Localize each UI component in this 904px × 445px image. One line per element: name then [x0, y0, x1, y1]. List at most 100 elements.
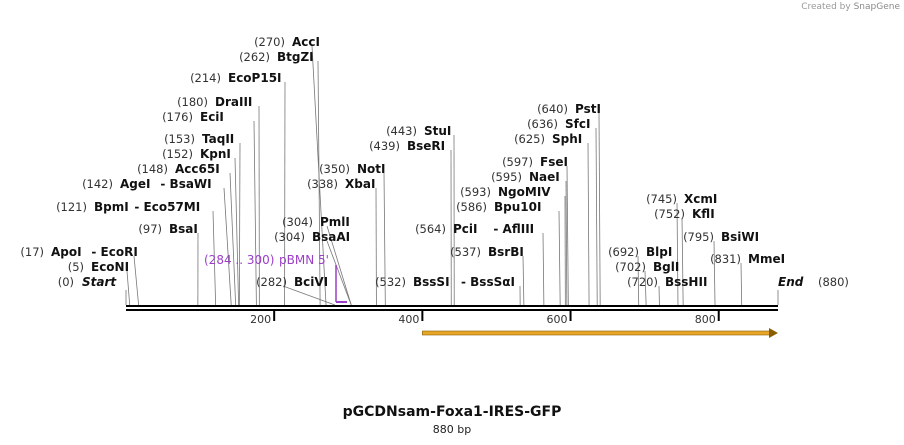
feature-arrow-head [769, 328, 778, 338]
site-label-acc65i: (148) Acc65I [137, 162, 220, 176]
site-name: EcoNI [91, 260, 129, 274]
site-name: NaeI [529, 170, 560, 184]
site-label-bsssi: (532) BssSI - BssSαI [375, 275, 515, 289]
site-label-btgzi: (262) BtgZI [239, 50, 314, 64]
site-name: BseRI [407, 139, 445, 153]
site-label-psti: (640) PstI [537, 102, 601, 116]
site-isoschizomer: - EcoRI [91, 245, 137, 259]
site-name: BglI [653, 260, 679, 274]
site-label-pmli: (304) PmlI [282, 215, 350, 229]
start-label: Start [82, 275, 117, 289]
site-position: (625) [514, 132, 545, 146]
site-label-apoi: (17) ApoI - EcoRI [20, 245, 137, 259]
site-stem [598, 112, 601, 306]
site-name: AccI [292, 35, 320, 49]
site-stem [740, 262, 743, 306]
site-stem [713, 240, 716, 306]
site-position: (595) [491, 170, 522, 184]
snapgene-credit: Created by SnapGene [801, 2, 900, 12]
site-name: BtgZI [277, 50, 314, 64]
site-stem [253, 120, 257, 306]
site-position: (752) [654, 207, 685, 221]
site-position: (636) [527, 117, 558, 131]
site-stem [326, 240, 352, 306]
site-stem [383, 172, 386, 306]
site-label-bsrbi: (537) BsrBI [450, 245, 524, 259]
site-label-acci: (270) AccI [254, 35, 320, 49]
site-position: (597) [502, 155, 533, 169]
site-stem [587, 142, 590, 306]
site-isoschizomer: - AflIII [493, 222, 534, 236]
site-stem [126, 270, 131, 306]
site-name: BsaAI [312, 230, 350, 244]
site-position: (121) [56, 200, 87, 214]
site-label-ecii: (176) EciI [162, 110, 224, 124]
site-label-bsshii: (720) BssHII [627, 275, 707, 289]
site-name: FseI [540, 155, 568, 169]
site-stem [595, 127, 598, 306]
site-label-bsaai: (304) BsaAI [274, 230, 350, 244]
site-label-xcmi: (745) XcmI [646, 192, 717, 206]
site-label-bsai: (97) BsaI [138, 222, 197, 236]
site-name: PciI [453, 222, 478, 236]
site-name: BsaI [169, 222, 198, 236]
site-name: ApoI [51, 245, 82, 259]
primer-label: pBMN 5' [279, 253, 329, 267]
site-position: (338) [307, 177, 338, 191]
site-label-naei: (595) NaeI [491, 170, 560, 184]
end-label: End [778, 275, 804, 289]
site-position: (262) [239, 50, 270, 64]
site-name: NotI [357, 162, 386, 176]
site-label-bpu10i: (586) Bpu10I [456, 200, 541, 214]
site-label-bpmi: (121) BpmI - Eco57MI [56, 200, 200, 214]
site-label-kpni: (152) KpnI [162, 147, 231, 161]
site-position: (795) [683, 230, 714, 244]
site-label-pcii: (564) PciI - AflIII [415, 222, 534, 236]
site-name: XbaI [345, 177, 375, 191]
site-position: (282) [256, 275, 287, 289]
site-name: AgeI [120, 177, 150, 191]
site-position: (153) [164, 132, 195, 146]
snapgene-logo: SnapGene [853, 2, 900, 12]
site-label-stui: (443) StuI [386, 124, 451, 138]
site-position: (692) [608, 245, 639, 259]
site-name: KpnI [200, 147, 231, 161]
site-name: BsiWI [721, 230, 759, 244]
site-position: (564) [415, 222, 446, 236]
site-position: (831) [710, 252, 741, 266]
site-stem [681, 217, 684, 306]
site-label-blpi: (692) BlpI [608, 245, 672, 259]
site-label-sphi: (625) SphI [514, 132, 582, 146]
site-stem [637, 255, 640, 306]
site-name: EcoP15I [228, 71, 282, 85]
axis-tick-label: 200 [250, 313, 271, 326]
site-name: BssSI [413, 275, 450, 289]
site-stems [125, 45, 779, 306]
site-stem [565, 180, 568, 306]
site-position: (439) [369, 139, 400, 153]
site-label-ngomiv: (593) NgoMIV [460, 185, 551, 199]
site-position: (304) [274, 230, 305, 244]
site-label-ecop15i: (214) EcoP15I [190, 71, 281, 85]
site-label-bseri: (439) BseRI [369, 139, 445, 153]
site-stem [133, 255, 139, 306]
start-position: (0) [58, 275, 74, 289]
site-label-sfci: (636) SfcI [527, 117, 590, 131]
site-position: (640) [537, 102, 568, 116]
site-label-bcivi: (282) BciVI [256, 275, 328, 289]
site-position: (270) [254, 35, 285, 49]
site-position: (5) [68, 260, 84, 274]
site-position: (593) [460, 185, 491, 199]
feature-arrow-body [422, 330, 771, 336]
site-name: BsrBI [488, 245, 524, 259]
site-stem [326, 225, 352, 306]
site-name: PstI [575, 102, 601, 116]
site-position: (152) [162, 147, 193, 161]
site-stem [282, 285, 336, 306]
site-position: (148) [137, 162, 168, 176]
site-stem [234, 157, 240, 306]
plasmid-title: pGCDNsam-Foxa1-IRES-GFP [342, 404, 562, 420]
site-position: (720) [627, 275, 658, 289]
credit-prefix: Created by [801, 2, 851, 12]
